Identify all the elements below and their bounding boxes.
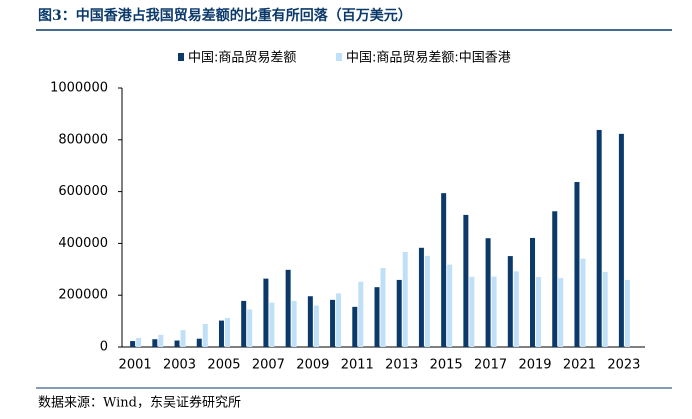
bar [313,305,319,347]
x-tick-label: 2009 [296,358,329,373]
bar [158,334,164,347]
bar [136,337,142,347]
bar [218,320,224,347]
bar [130,341,136,347]
bar [618,133,624,347]
bar [469,276,475,347]
legend-swatch [178,53,184,61]
x-tick-label: 2017 [474,358,507,373]
bar [513,271,519,347]
bar [596,129,602,347]
bar [285,269,291,347]
x-tick-label: 2001 [119,358,152,373]
bar [241,300,247,347]
bar [558,278,564,347]
chart-title: 图3：中国香港占我国贸易差额的比重有所回落（百万美元） [38,7,412,24]
y-tick-label: 200000 [58,288,108,303]
bar [269,302,275,347]
x-tick-label: 2021 [563,358,596,373]
bar [580,258,586,347]
bar [307,296,313,347]
source: 数据来源：Wind，东吴证券研究所 [38,395,241,411]
bar [358,281,364,347]
y-tick-label: 400000 [58,236,108,251]
bar [491,276,497,347]
y-tick-label: 0 [100,340,108,355]
bar [402,251,408,347]
y-tick-label: 1000000 [50,81,108,96]
y-tick-label: 800000 [58,132,108,147]
bar [485,238,491,347]
bar [224,317,230,347]
x-tick-label: 2023 [607,358,640,373]
x-tick-label: 2011 [341,358,374,373]
bar [552,211,558,347]
bar [352,306,358,347]
bar [530,237,536,347]
bar [152,339,158,347]
x-tick-label: 2007 [252,358,285,373]
bar [291,300,297,347]
x-tick-label: 2013 [385,358,418,373]
bar [396,279,402,347]
bar [263,278,269,347]
bar [602,271,608,347]
bar [424,255,430,347]
bar [536,277,542,347]
legend-swatch [336,53,342,61]
bar [441,193,447,347]
x-tick-label: 2005 [207,358,240,373]
x-tick-label: 2019 [518,358,551,373]
legend-label: 中国:商品贸易差额:中国香港 [346,51,511,66]
legend-label: 中国:商品贸易差额 [188,51,296,66]
bar [174,340,180,347]
bar [463,214,469,347]
bar [447,264,453,347]
bar [202,323,208,347]
x-tick-label: 2015 [430,358,463,373]
bar [247,309,253,347]
bar [336,293,342,347]
bar [374,287,380,347]
bar [574,182,580,347]
bar [180,330,186,347]
bar [380,268,386,347]
y-tick-label: 600000 [58,184,108,199]
bar [624,279,630,347]
bar [196,338,202,347]
bar [418,247,424,347]
bar [330,299,336,347]
x-tick-label: 2003 [163,358,196,373]
bar [507,256,513,347]
